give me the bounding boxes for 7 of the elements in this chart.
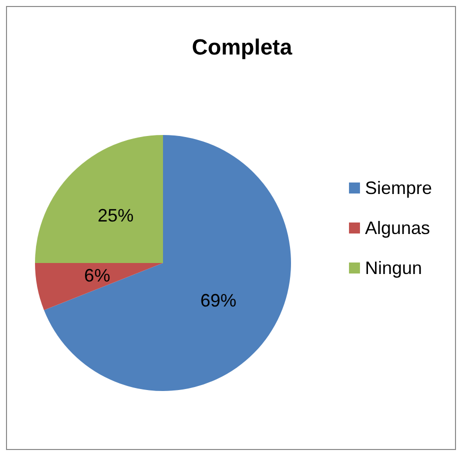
chart-title: Completa xyxy=(192,34,293,60)
data-label: 6% xyxy=(84,266,110,286)
data-label: 69% xyxy=(200,290,236,311)
legend-label: Algunas xyxy=(364,218,430,238)
legend-label: Siempre xyxy=(364,178,432,198)
legend-label: Ningun xyxy=(364,258,422,278)
data-label: 25% xyxy=(98,206,134,226)
